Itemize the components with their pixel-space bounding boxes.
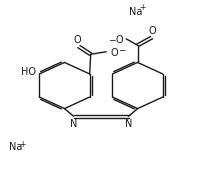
Text: O: O xyxy=(74,35,82,45)
Text: Na: Na xyxy=(9,142,22,152)
Text: −: − xyxy=(108,35,115,44)
Text: Na: Na xyxy=(129,7,142,17)
Text: +: + xyxy=(19,140,25,149)
Text: O: O xyxy=(116,35,124,45)
Text: O: O xyxy=(110,48,118,58)
Text: N: N xyxy=(125,119,132,129)
Text: +: + xyxy=(139,3,146,12)
Text: HO: HO xyxy=(21,67,36,77)
Text: N: N xyxy=(70,119,77,129)
Text: O: O xyxy=(149,26,157,36)
Text: −: − xyxy=(118,45,126,54)
